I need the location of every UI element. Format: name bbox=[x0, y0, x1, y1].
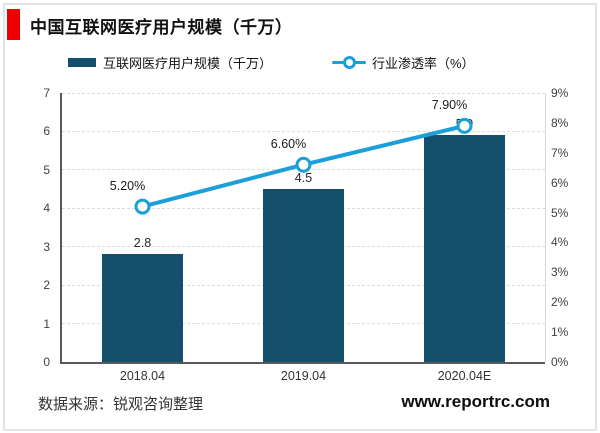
legend-label-line: 行业渗透率（%） bbox=[372, 55, 475, 71]
line-series-swatch-icon bbox=[332, 54, 366, 70]
website-watermark: www.reportrc.com bbox=[401, 392, 550, 411]
bar-value-label: 4.5 bbox=[294, 171, 313, 186]
left-axis-tick: 0 bbox=[43, 355, 50, 369]
title-accent-block bbox=[7, 9, 20, 40]
bar-value-label: 5.9 bbox=[455, 117, 474, 132]
left-axis-tick: 2 bbox=[43, 278, 50, 293]
left-axis-tick: 7 bbox=[43, 86, 50, 100]
gridline bbox=[62, 92, 545, 94]
right-axis-tick: 4% bbox=[551, 235, 569, 250]
legend-item-line-series: 行业渗透率（%） bbox=[332, 54, 475, 71]
left-axis-tick: 5 bbox=[43, 162, 50, 177]
data-source-note: 数据来源：锐观咨询整理 bbox=[38, 396, 204, 413]
bar-value-label: 2.8 bbox=[133, 236, 152, 251]
line-marker bbox=[134, 198, 151, 215]
right-axis-tick: 6% bbox=[551, 175, 569, 190]
left-axis-tick: 1 bbox=[43, 316, 50, 331]
legend-item-bar-series: 互联网医疗用户规模（千万） bbox=[68, 54, 273, 71]
right-axis-tick: 1% bbox=[551, 325, 569, 340]
chart-title: 中国互联网医疗用户规模（千万） bbox=[30, 18, 293, 37]
legend-label-bar: 互联网医疗用户规模（千万） bbox=[103, 55, 273, 71]
line-value-label: 5.20% bbox=[109, 178, 146, 193]
bar-2018.04 bbox=[102, 254, 183, 362]
x-axis-label: 2020.04E bbox=[437, 369, 492, 383]
left-axis-tick: 3 bbox=[43, 239, 50, 254]
bar-series-swatch-icon bbox=[68, 57, 96, 67]
line-value-label: 6.60% bbox=[270, 136, 307, 151]
right-axis-tick: 5% bbox=[551, 205, 569, 220]
x-axis-label: 2019.04 bbox=[280, 369, 327, 383]
bar-2020.04E bbox=[424, 135, 505, 362]
x-axis-line bbox=[60, 362, 545, 364]
right-axis-tick: 2% bbox=[551, 295, 569, 310]
line-value-label: 7.90% bbox=[431, 97, 468, 112]
bar-2019.04 bbox=[263, 189, 344, 362]
right-axis-tick: 0% bbox=[551, 355, 569, 369]
right-axis-tick: 3% bbox=[551, 265, 569, 280]
right-axis-tick: 7% bbox=[551, 145, 569, 160]
x-axis-label: 2018.04 bbox=[119, 369, 166, 383]
y-axis-line bbox=[60, 93, 62, 364]
left-axis-tick: 4 bbox=[43, 201, 50, 216]
left-axis-tick: 6 bbox=[43, 124, 50, 139]
plot-right-border bbox=[545, 93, 546, 362]
right-axis-tick: 9% bbox=[551, 86, 569, 100]
right-axis-tick: 8% bbox=[551, 115, 569, 130]
